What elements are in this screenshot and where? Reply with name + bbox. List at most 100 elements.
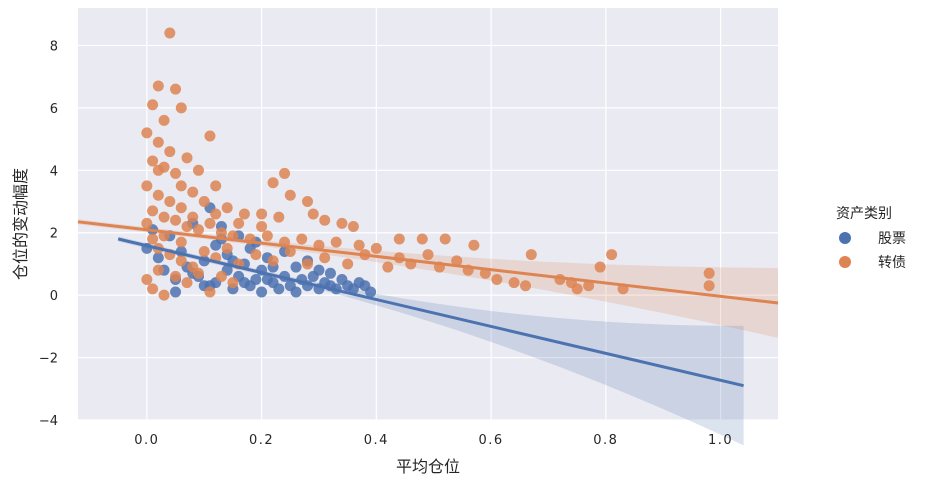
data-point bbox=[319, 252, 331, 264]
data-point bbox=[147, 155, 159, 167]
data-point bbox=[703, 267, 715, 279]
data-point bbox=[164, 27, 176, 39]
data-point bbox=[147, 205, 159, 217]
legend-label: 转债 bbox=[878, 255, 906, 271]
data-point bbox=[192, 224, 204, 236]
data-point bbox=[181, 152, 193, 164]
data-point bbox=[215, 270, 227, 282]
data-point bbox=[175, 180, 187, 192]
data-point bbox=[187, 211, 199, 223]
data-point bbox=[606, 249, 618, 261]
data-point bbox=[192, 164, 204, 176]
data-point bbox=[439, 233, 451, 245]
data-point bbox=[290, 261, 302, 273]
data-point bbox=[583, 280, 595, 292]
data-point bbox=[170, 214, 182, 226]
data-point bbox=[256, 286, 268, 298]
y-axis-ticks: −4 −2 0 2 4 6 8 bbox=[39, 39, 58, 429]
data-point bbox=[468, 239, 480, 251]
data-point bbox=[210, 180, 222, 192]
data-point bbox=[152, 252, 164, 264]
x-tick-label: 0.4 bbox=[364, 433, 389, 448]
data-point bbox=[227, 277, 239, 289]
data-point bbox=[256, 220, 268, 232]
data-point bbox=[382, 261, 394, 273]
legend-marker bbox=[839, 256, 851, 268]
grid-lines bbox=[78, 8, 778, 421]
data-point bbox=[152, 264, 164, 276]
data-point bbox=[324, 267, 336, 279]
data-point bbox=[198, 245, 210, 257]
data-point bbox=[703, 280, 715, 292]
data-point bbox=[175, 102, 187, 114]
regression-line bbox=[77, 220, 779, 305]
data-point bbox=[152, 136, 164, 148]
data-point bbox=[267, 177, 279, 189]
data-point bbox=[302, 258, 314, 270]
data-point bbox=[164, 196, 176, 208]
data-point bbox=[233, 217, 245, 229]
data-point bbox=[520, 280, 532, 292]
data-point bbox=[147, 233, 159, 245]
y-tick-label: 4 bbox=[50, 164, 58, 179]
data-point bbox=[170, 286, 182, 298]
data-point bbox=[370, 242, 382, 254]
y-tick-label: 8 bbox=[50, 39, 58, 54]
data-point bbox=[210, 208, 222, 220]
data-point bbox=[250, 249, 262, 261]
y-tick-label: 0 bbox=[50, 289, 58, 304]
data-point bbox=[307, 208, 319, 220]
data-point bbox=[141, 274, 153, 286]
regression-line bbox=[117, 237, 744, 388]
data-point bbox=[330, 236, 342, 248]
data-point bbox=[290, 286, 302, 298]
y-tick-label: 2 bbox=[50, 227, 58, 242]
data-point bbox=[279, 167, 291, 179]
data-point bbox=[313, 264, 325, 276]
y-axis-label: 仓位的变动幅度 bbox=[11, 168, 30, 280]
data-point bbox=[393, 233, 405, 245]
data-point bbox=[141, 127, 153, 139]
data-point bbox=[261, 274, 273, 286]
data-point bbox=[141, 180, 153, 192]
x-tick-label: 0.0 bbox=[134, 433, 159, 448]
data-point bbox=[267, 255, 279, 267]
data-point bbox=[175, 202, 187, 214]
data-point bbox=[342, 258, 354, 270]
data-point bbox=[198, 196, 210, 208]
data-point bbox=[152, 80, 164, 92]
data-point bbox=[204, 130, 216, 142]
x-axis-ticks: 0.0 0.2 0.4 0.6 0.8 1.0 bbox=[134, 433, 731, 448]
data-point bbox=[336, 217, 348, 229]
data-point bbox=[158, 211, 170, 223]
data-point bbox=[164, 146, 176, 158]
y-tick-label: 6 bbox=[50, 102, 58, 117]
data-point bbox=[273, 211, 285, 223]
data-point bbox=[302, 196, 314, 208]
data-point bbox=[284, 189, 296, 201]
regression-lines bbox=[77, 220, 779, 388]
data-point bbox=[594, 261, 606, 273]
data-point bbox=[525, 249, 537, 261]
data-point bbox=[261, 230, 273, 242]
data-point bbox=[296, 233, 308, 245]
y-tick-label: −2 bbox=[39, 352, 58, 367]
data-point bbox=[152, 189, 164, 201]
data-point bbox=[147, 283, 159, 295]
data-point bbox=[238, 277, 250, 289]
data-point bbox=[284, 245, 296, 257]
data-point bbox=[250, 274, 262, 286]
data-point bbox=[204, 286, 216, 298]
x-tick-label: 0.6 bbox=[479, 433, 504, 448]
legend-label: 股票 bbox=[878, 231, 906, 247]
data-point bbox=[170, 270, 182, 282]
data-point bbox=[152, 164, 164, 176]
data-point bbox=[365, 286, 377, 298]
x-tick-label: 0.2 bbox=[249, 433, 274, 448]
data-point bbox=[158, 289, 170, 301]
data-point bbox=[353, 239, 365, 251]
data-point bbox=[175, 255, 187, 267]
data-point bbox=[181, 220, 193, 232]
